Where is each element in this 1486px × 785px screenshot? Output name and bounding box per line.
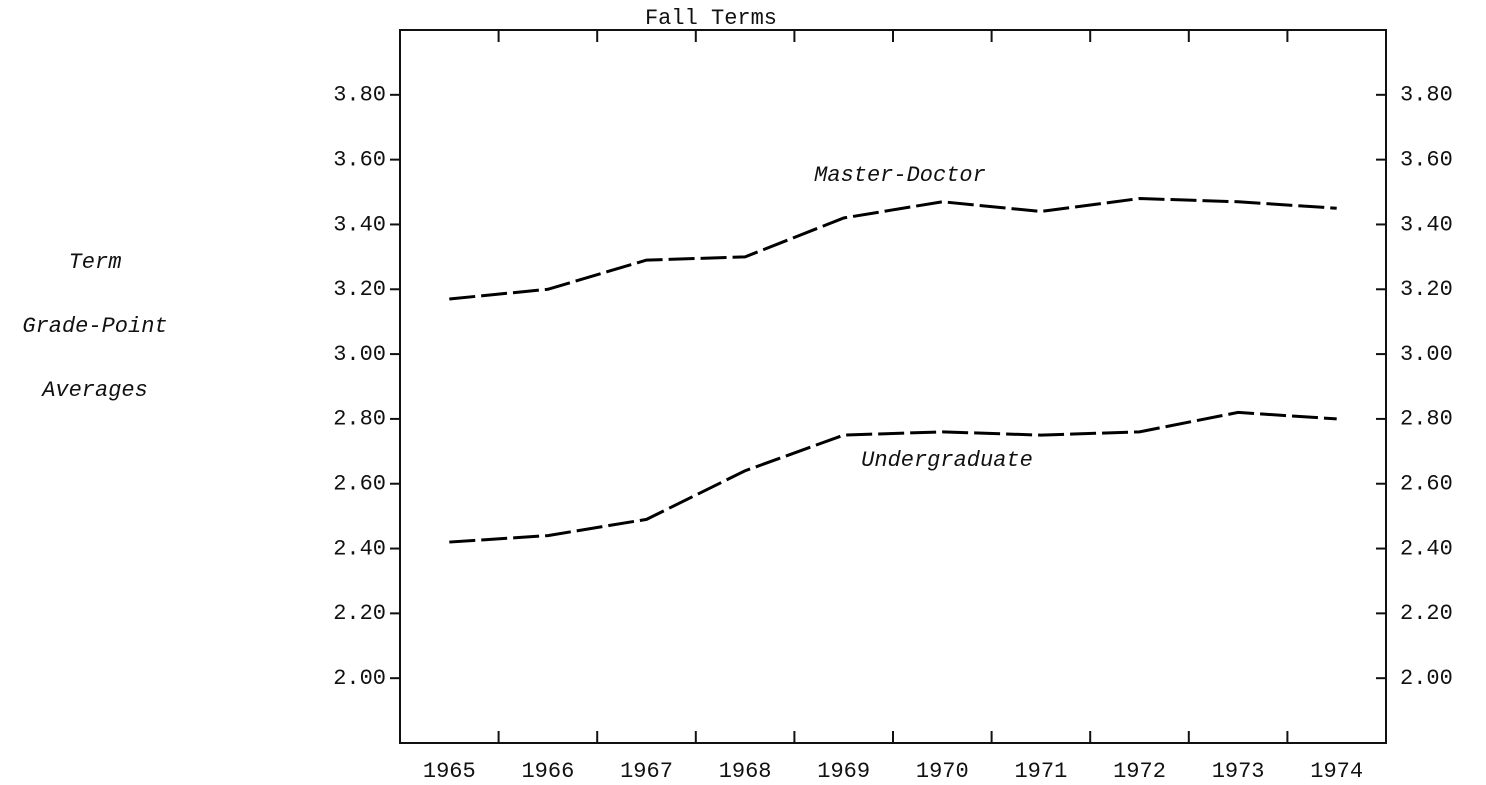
y2-tick-label: 3.40 <box>1400 212 1453 237</box>
series-label: Master-Doctor <box>814 163 986 188</box>
y2-tick-label: 3.60 <box>1400 147 1453 172</box>
y2-tick-label: 3.80 <box>1400 83 1453 108</box>
y-tick-label: 3.20 <box>333 277 386 302</box>
y-axis-label: Grade-Point <box>22 314 167 339</box>
y-tick-label: 3.60 <box>333 147 386 172</box>
y2-tick-label: 2.20 <box>1400 601 1453 626</box>
y-tick-label: 2.60 <box>333 472 386 497</box>
y-tick-label: 2.20 <box>333 601 386 626</box>
y-tick-label: 2.80 <box>333 407 386 432</box>
y2-tick-label: 2.80 <box>1400 407 1453 432</box>
x-tick-label: 1969 <box>817 759 870 784</box>
y-tick-label: 2.40 <box>333 536 386 561</box>
y-axis-label: Averages <box>40 378 148 403</box>
y2-tick-label: 3.00 <box>1400 342 1453 367</box>
y-tick-label: 3.80 <box>333 83 386 108</box>
x-tick-label: 1968 <box>719 759 772 784</box>
x-tick-label: 1971 <box>1014 759 1067 784</box>
series-line <box>449 197 1337 301</box>
x-tick-label: 1967 <box>620 759 673 784</box>
plot-frame <box>399 29 1387 744</box>
y2-tick-label: 3.20 <box>1400 277 1453 302</box>
chart-title: Fall Terms <box>645 6 777 31</box>
x-tick-label: 1974 <box>1310 759 1363 784</box>
x-tick-label: 1973 <box>1212 759 1265 784</box>
x-tick-label: 1965 <box>423 759 476 784</box>
series-label: Undergraduate <box>861 448 1033 473</box>
y2-tick-label: 2.00 <box>1400 666 1453 691</box>
y-tick-label: 3.40 <box>333 212 386 237</box>
y2-tick-label: 2.60 <box>1400 472 1453 497</box>
x-tick-label: 1966 <box>521 759 574 784</box>
y-axis-label: Term <box>69 250 122 275</box>
x-tick-label: 1972 <box>1113 759 1166 784</box>
x-tick-label: 1970 <box>916 759 969 784</box>
series-line <box>449 410 1337 544</box>
y-tick-label: 3.00 <box>333 342 386 367</box>
y2-tick-label: 2.40 <box>1400 536 1453 561</box>
y-tick-label: 2.00 <box>333 666 386 691</box>
